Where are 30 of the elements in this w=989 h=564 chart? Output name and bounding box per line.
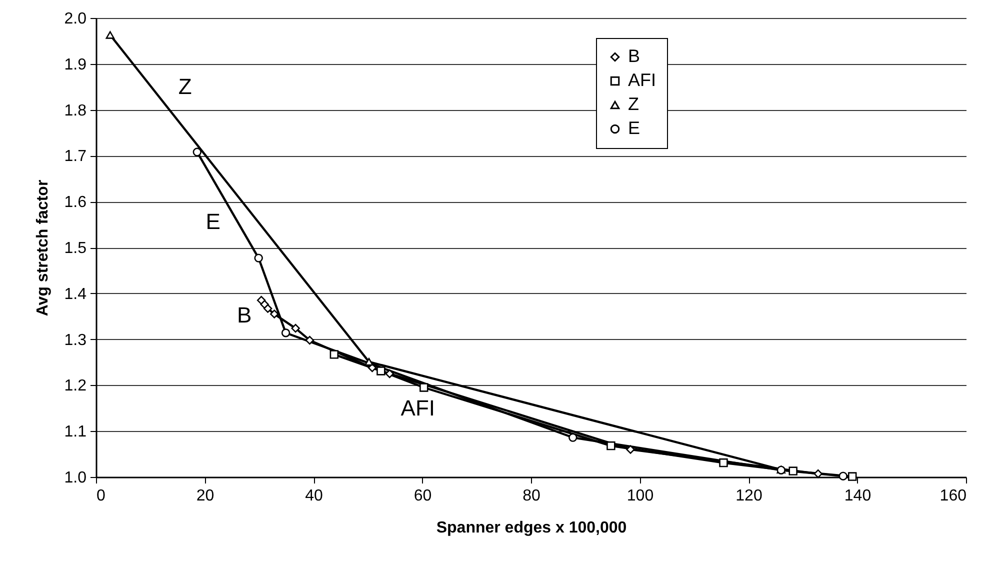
legend-label: AFI <box>628 70 656 90</box>
y-tick-label: 1.9 <box>64 56 87 74</box>
y-tick-label: 1.1 <box>64 424 87 441</box>
y-tick-label: 1.6 <box>64 194 87 212</box>
x-tick-label: 60 <box>414 488 432 504</box>
x-axis-title: Spanner edges x 100,000 <box>436 520 627 536</box>
x-tick-label: 160 <box>940 488 967 504</box>
legend-label: E <box>628 118 640 138</box>
y-axis-title: Avg stretch factor <box>34 180 52 316</box>
x-tick-label: 120 <box>736 488 762 504</box>
text: Z <box>178 74 192 99</box>
y-tick-label: 1.4 <box>64 286 87 303</box>
y-tick-label: 1.3 <box>64 332 87 349</box>
y-tick-label: 1.5 <box>64 240 87 257</box>
legend-label: Z <box>628 94 639 114</box>
text: B <box>236 302 252 328</box>
text: E <box>206 209 220 234</box>
y-tick-label: 1.8 <box>64 102 87 120</box>
x-tick-label: 100 <box>626 488 654 504</box>
y-tick-label: 1.2 <box>64 378 87 395</box>
x-tick-label: 40 <box>305 488 323 504</box>
x-tick-label: 140 <box>844 488 872 504</box>
x-tick-label: 0 <box>96 488 106 504</box>
y-tick-label: 2.0 <box>64 10 87 28</box>
x-tick-label: 80 <box>522 488 540 504</box>
x-tick-label: 20 <box>196 488 214 504</box>
text: AFI <box>400 395 435 420</box>
legend-label: B <box>628 46 640 66</box>
y-tick-label: 1.0 <box>64 470 87 486</box>
y-tick-label: 1.7 <box>64 148 87 166</box>
